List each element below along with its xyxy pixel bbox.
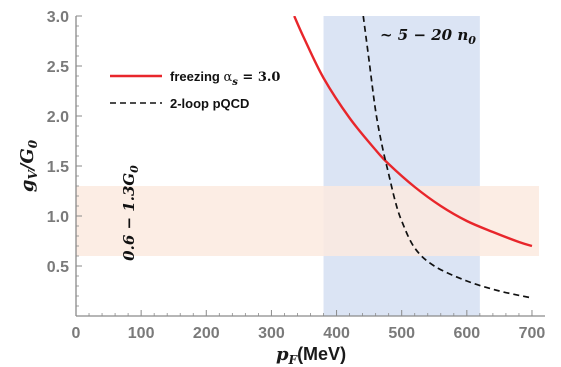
y-tick-label: 2.5	[47, 59, 69, 76]
density-band-label: ~ 5 − 20 n0	[380, 26, 476, 47]
y-tick-label: 2.0	[47, 109, 69, 126]
x-tick-label: 500	[388, 325, 415, 342]
y-tick-label: 1.0	[47, 209, 69, 226]
y-tick-label: 3.0	[47, 9, 69, 26]
y-axis-title: gV/G0	[17, 139, 40, 192]
y-tick-label: 1.5	[47, 159, 69, 176]
y-tick-label: 0.5	[47, 259, 69, 276]
series-pqcd-line	[362, 16, 533, 299]
x-tick-label: 400	[323, 325, 350, 342]
legend: freezing αs = 3.0 2-loop pQCD	[110, 69, 280, 111]
series-freezing-line	[293, 16, 533, 248]
x-axis-title: pF(MeV)	[276, 344, 346, 367]
density-band	[323, 16, 480, 316]
x-tick-label: 600	[453, 325, 480, 342]
ticks-layer: 0 100 200 300 400 500 600 700 0.5 1.0 1.5 2.0 2.5 3.0	[47, 9, 546, 342]
x-tick-label: 700	[519, 325, 546, 342]
curves-layer	[293, 16, 533, 299]
bands-layer	[76, 16, 539, 316]
coupling-band	[76, 186, 539, 256]
legend-label-freezing: freezing αs = 3.0	[170, 69, 280, 88]
legend-label-pqcd: 2-loop pQCD	[170, 96, 249, 111]
x-tick-label: 0	[72, 325, 81, 342]
x-tick-label: 200	[193, 325, 220, 342]
x-tick-label: 100	[128, 325, 155, 342]
coupling-band-label: 0.6 − 1.3G0	[120, 165, 141, 261]
x-tick-label: 300	[258, 325, 285, 342]
